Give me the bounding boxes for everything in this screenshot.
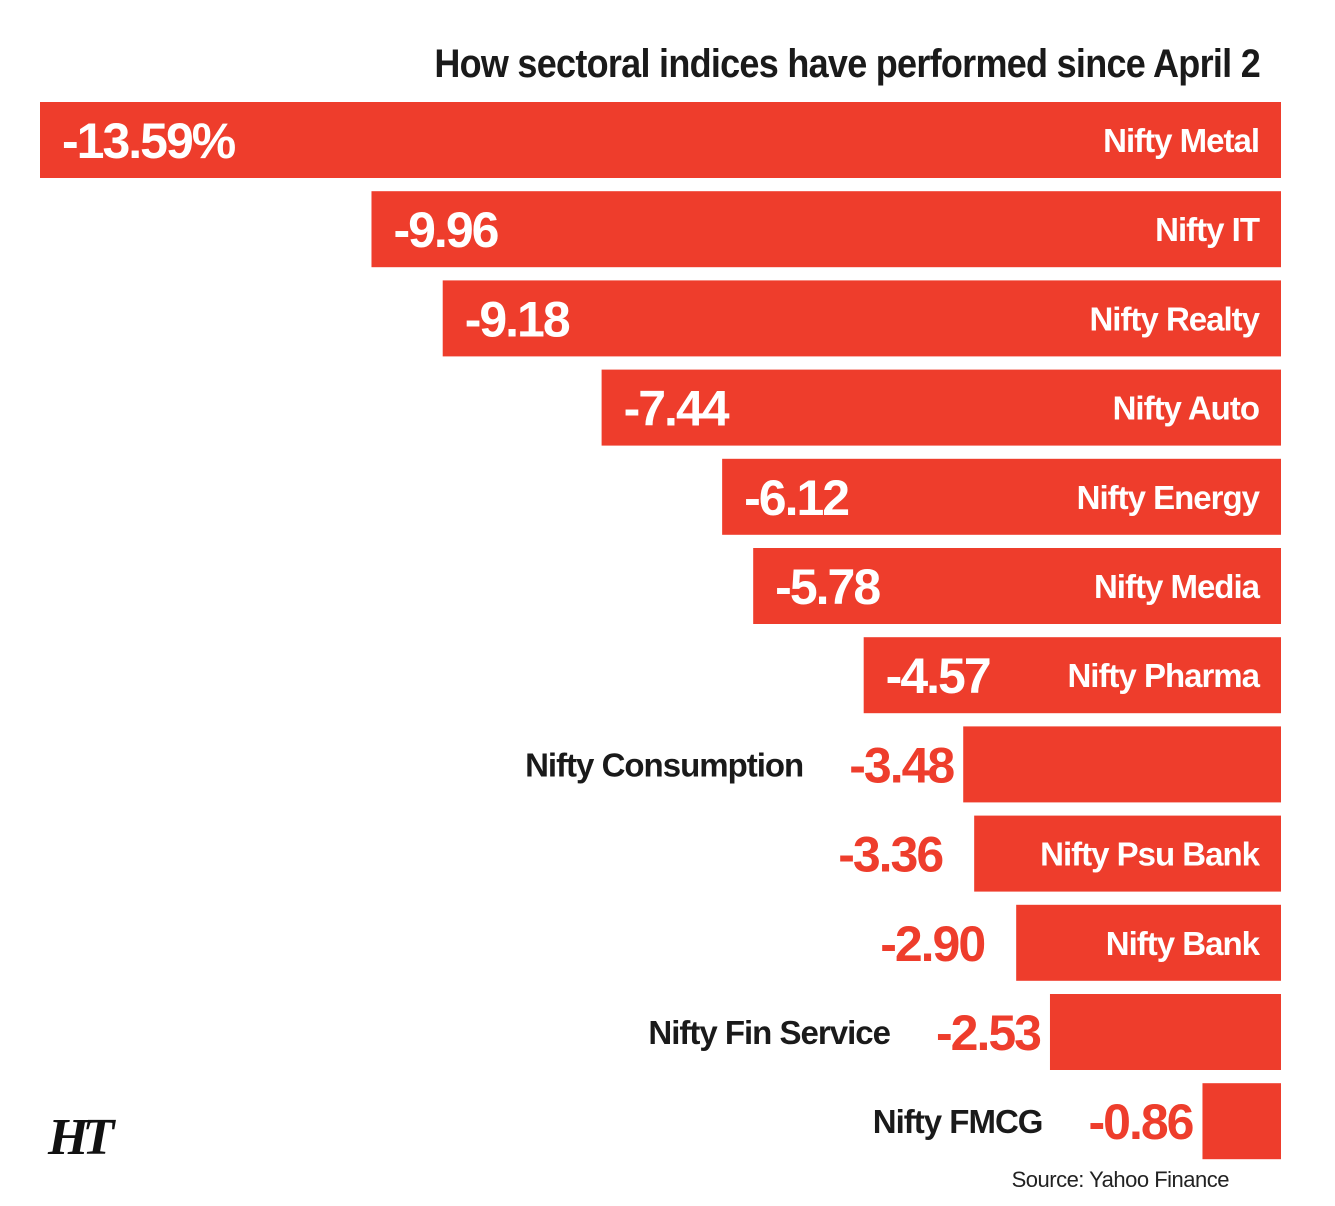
- bar-nifty-it: [371, 191, 1282, 268]
- category-label-nifty-fin-service: Nifty Fin Service: [648, 1014, 890, 1051]
- bar-nifty-metal: [40, 102, 1281, 178]
- category-label-nifty-metal: Nifty Metal: [1103, 122, 1259, 159]
- bar-nifty-consumption: [963, 726, 1281, 803]
- value-label-nifty-auto: -7.44: [624, 381, 730, 437]
- source-note: Source: Yahoo Finance: [1011, 1167, 1230, 1192]
- bar-nifty-media: [753, 548, 1281, 624]
- value-label-nifty-psu-bank: -3.36: [838, 827, 942, 883]
- category-label-nifty-energy: Nifty Energy: [1077, 479, 1261, 516]
- category-label-nifty-psu-bank: Nifty Psu Bank: [1040, 836, 1261, 873]
- bar-nifty-fin-service: [1049, 994, 1281, 1070]
- bar-nifty-psu-bank: [974, 815, 1281, 892]
- ht-logo: HT: [48, 1109, 114, 1166]
- chart-title: How sectoral indices have performed sinc…: [434, 42, 1260, 86]
- value-label-nifty-it: -9.96: [393, 202, 497, 258]
- bar-nifty-realty: [442, 280, 1281, 357]
- value-label-nifty-media: -5.78: [775, 559, 880, 615]
- bar-nifty-bank: [1016, 904, 1281, 981]
- category-label-nifty-realty: Nifty Realty: [1089, 300, 1260, 337]
- category-label-nifty-consumption: Nifty Consumption: [525, 746, 803, 783]
- value-label-nifty-metal: -13.59%: [62, 113, 236, 169]
- bar-nifty-energy: [722, 458, 1281, 535]
- value-label-nifty-fmcg: -0.86: [1088, 1094, 1192, 1150]
- value-label-nifty-consumption: -3.48: [849, 737, 954, 793]
- value-label-nifty-fin-service: -2.53: [936, 1005, 1040, 1061]
- category-label-nifty-fmcg: Nifty FMCG: [873, 1103, 1043, 1140]
- bar-nifty-auto: [601, 369, 1281, 446]
- category-label-nifty-media: Nifty Media: [1094, 568, 1261, 605]
- value-label-nifty-energy: -6.12: [744, 470, 848, 526]
- category-label-nifty-bank: Nifty Bank: [1106, 925, 1261, 962]
- category-label-nifty-pharma: Nifty Pharma: [1067, 657, 1260, 694]
- category-label-nifty-it: Nifty IT: [1155, 211, 1260, 248]
- value-label-nifty-pharma: -4.57: [886, 648, 990, 704]
- value-label-nifty-bank: -2.90: [880, 916, 984, 972]
- bar-nifty-fmcg: [1202, 1083, 1281, 1160]
- category-label-nifty-auto: Nifty Auto: [1113, 390, 1259, 427]
- bar-nifty-pharma: [863, 637, 1281, 714]
- value-label-nifty-realty: -9.18: [465, 291, 570, 347]
